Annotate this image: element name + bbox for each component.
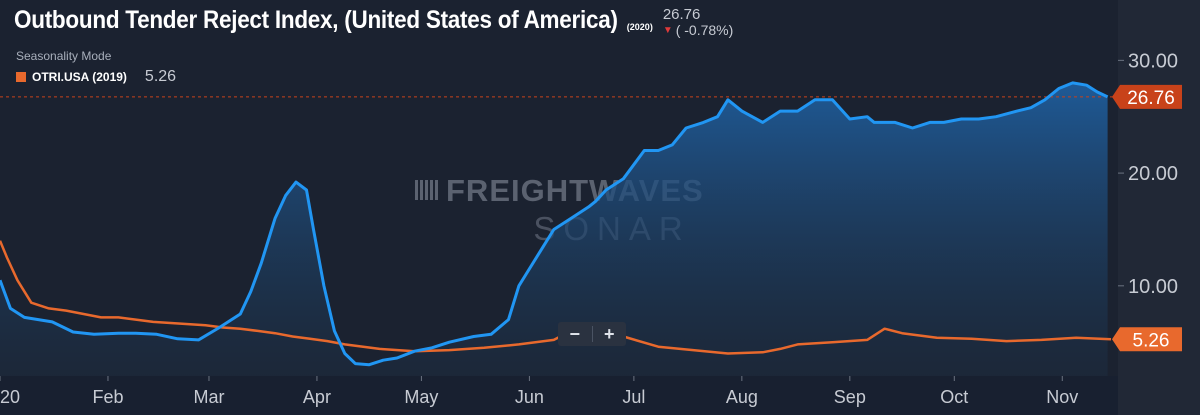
zoom-divider — [591, 326, 593, 342]
chart-header: Outbound Tender Reject Index, (United St… — [14, 6, 733, 86]
current-value-block: 26.76 ▼ ( -0.78%) — [663, 7, 733, 39]
y-tick-label: 10.00 — [1128, 276, 1178, 298]
zoom-controls: − + — [558, 322, 626, 346]
down-arrow-icon: ▼ — [662, 25, 673, 36]
x-tick-label: Feb — [92, 387, 123, 407]
zoom-in-button[interactable]: + — [603, 324, 615, 344]
y-tick-label: 20.00 — [1128, 163, 1178, 185]
zoom-out-button[interactable]: − — [569, 324, 580, 344]
y-axis: 10.00 20.00 30.00 — [1118, 50, 1178, 298]
y-tick-label: 30.00 — [1128, 50, 1178, 72]
primary-series-line — [0, 81, 1109, 367]
x-tick-label: Apr — [303, 387, 331, 407]
title-row: Outbound Tender Reject Index, (United St… — [14, 6, 733, 39]
x-axis: 20 Feb Mar Apr May Jun Jul Aug Sep Oct Nov — [0, 376, 1078, 407]
legend-item-2019[interactable]: OTRI.USA (2019) 5.26 — [16, 68, 733, 86]
x-tick-label: Aug — [726, 387, 758, 407]
x-axis-panel — [0, 376, 1118, 415]
primary-last-value-label: 26.76 — [1127, 88, 1175, 109]
secondary-last-value-label: 5.26 — [1133, 330, 1170, 351]
change-row: ▼ ( -0.78%) — [663, 22, 733, 39]
secondary-series-line — [0, 240, 1112, 355]
x-tick-label: Jun — [515, 387, 544, 407]
x-tick-label: Mar — [193, 387, 224, 407]
primary-series-area — [0, 82, 1108, 377]
legend-label: OTRI.USA (2019) — [32, 70, 127, 84]
secondary-last-value-badge — [1112, 327, 1182, 352]
watermark-logo-icon — [415, 180, 438, 200]
primary-last-value-badge — [1112, 84, 1182, 109]
x-tick-label: 20 — [0, 387, 20, 407]
legend-value: 5.26 — [144, 68, 177, 85]
current-value: 26.76 — [662, 6, 701, 23]
x-tick-label: May — [404, 387, 438, 407]
x-tick-label: Sep — [834, 387, 866, 407]
seasonality-mode-label[interactable]: Seasonality Mode — [16, 49, 112, 63]
x-tick-label: Nov — [1046, 387, 1078, 407]
change-percent: ( -0.78%) — [675, 22, 734, 38]
x-tick-label: Jul — [622, 387, 645, 407]
last-value-badges: 26.76 5.26 — [1112, 84, 1182, 352]
year-tag: (2020) — [626, 22, 653, 32]
legend-swatch — [16, 72, 26, 82]
chart-title: Outbound Tender Reject Index, (United St… — [14, 6, 618, 34]
x-tick-label: Oct — [940, 387, 968, 407]
